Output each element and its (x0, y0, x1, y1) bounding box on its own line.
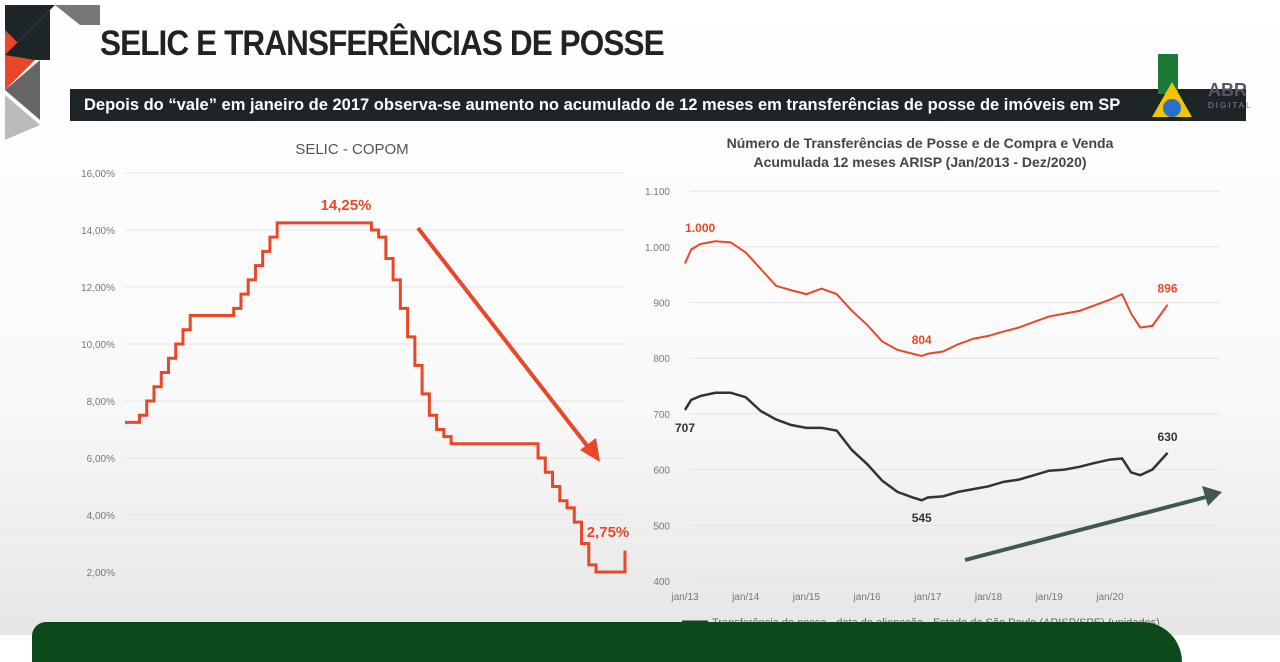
x-tick-label: jan/18 (974, 592, 1003, 603)
transfer-chart-title: Número de Transferências de Posse e de C… (727, 135, 1114, 151)
y-tick-label: 8,00% (87, 397, 115, 408)
data-label: 545 (912, 511, 932, 525)
footer-bar (32, 622, 1182, 662)
trend-arrow (964, 494, 1211, 562)
slide-title: SELIC E TRANSFERÊNCIAS DE POSSE (100, 24, 665, 63)
series-line-1 (683, 391, 1169, 502)
trend-arrow (416, 226, 594, 454)
x-tick-label: jan/16 (852, 592, 881, 603)
series-line-0 (684, 240, 1169, 358)
y-tick-label: 4,00% (87, 511, 115, 522)
selic-chart: SELIC - COPOM 2,00% 4,00% 6,00% 8,00% 10,00%… (81, 141, 630, 579)
x-tick-label: jan/13 (670, 592, 699, 603)
data-label: 707 (675, 421, 695, 435)
y-tick-label: 1.000 (645, 243, 670, 254)
y-tick-label: 14,00% (81, 226, 115, 237)
y-tick-label: 500 (653, 521, 670, 532)
decorative-shapes (5, 5, 100, 140)
y-tick-label: 2,00% (87, 568, 115, 579)
x-tick-label: jan/17 (913, 592, 942, 603)
y-tick-label: 16,00% (81, 169, 115, 180)
arrow-head (1202, 486, 1222, 506)
x-tick-label: jan/15 (792, 592, 821, 603)
y-tick-label: 6,00% (87, 454, 115, 465)
slide-subtitle: Depois do “vale” em janeiro de 2017 obse… (70, 89, 1246, 121)
y-tick-label: 700 (653, 410, 670, 421)
transfer-chart: Número de Transferências de Posse e de C… (645, 135, 1222, 625)
selic-chart-title: SELIC - COPOM (295, 141, 408, 158)
transfer-chart-subtitle: Acumulada 12 meses ARISP (Jan/2013 - Dez… (753, 154, 1086, 170)
arrow-head (580, 438, 600, 462)
x-tick-label: jan/14 (731, 592, 760, 603)
y-tick-label: 1.100 (645, 187, 670, 198)
logo-text: ABR (1208, 80, 1247, 100)
y-tick-label: 600 (653, 466, 670, 477)
x-tick-label: jan/20 (1095, 592, 1124, 603)
selic-line (125, 221, 627, 574)
y-tick-label: 900 (653, 299, 670, 310)
data-label: 804 (912, 333, 932, 347)
annotation-label: 14,25% (321, 197, 372, 214)
data-label: 896 (1158, 282, 1178, 296)
data-label: 1.000 (685, 221, 715, 235)
y-tick-label: 12,00% (81, 283, 115, 294)
y-tick-label: 800 (653, 354, 670, 365)
x-tick-label: jan/19 (1035, 592, 1064, 603)
logo-subtext: DIGITAL (1208, 101, 1253, 110)
legend-label: Transferência de posse - data de alienaç… (712, 617, 1160, 625)
annotation-label: 2,75% (587, 524, 630, 541)
y-tick-label: 400 (653, 577, 670, 588)
y-tick-label: 10,00% (81, 340, 115, 351)
data-label: 630 (1158, 430, 1178, 444)
abr-logo (1152, 54, 1192, 117)
